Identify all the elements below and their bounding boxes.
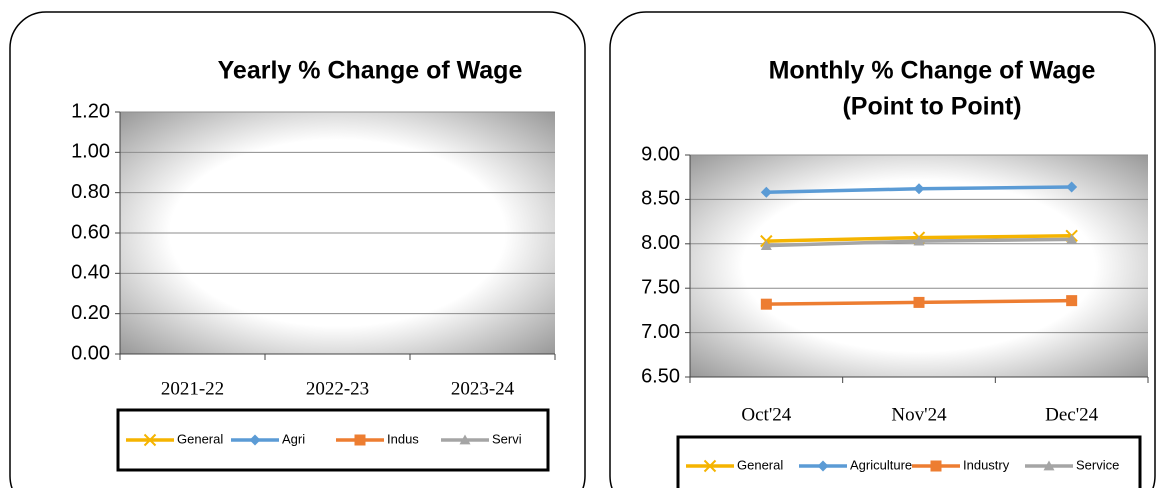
marker	[354, 434, 366, 446]
x-tick-label: Dec'24	[1045, 404, 1099, 425]
legend-label: Indus	[387, 431, 419, 446]
legend-label: Agriculture	[850, 457, 912, 472]
panel	[609, 11, 1156, 488]
marker	[913, 235, 925, 246]
x-tick-label: Nov'24	[891, 404, 947, 425]
marker	[1066, 233, 1078, 244]
legend-label: Agri	[282, 431, 305, 446]
marker	[760, 298, 772, 310]
y-tick-label: 0.80	[71, 181, 110, 203]
marker	[459, 434, 471, 445]
legend-label: Service	[1076, 457, 1119, 472]
marker	[760, 240, 772, 250]
legend-box	[676, 435, 1142, 488]
x-tick-label: 2022-23	[306, 378, 369, 399]
y-tick-label: 0.00	[71, 342, 110, 364]
marker	[703, 459, 717, 473]
y-tick-label: 7.50	[641, 276, 680, 298]
marker	[1043, 460, 1055, 471]
y-tick-label: 0.20	[71, 302, 110, 324]
y-tick-label: 9.00	[641, 143, 680, 165]
marker	[913, 296, 925, 308]
legend-label: Servi	[492, 431, 522, 446]
marker	[1066, 181, 1078, 193]
legend-label: General	[737, 457, 783, 472]
chart-title: Yearly % Change of Wage	[218, 57, 523, 85]
y-tick-label: 8.00	[641, 232, 680, 254]
x-tick-label: 2021-22	[161, 378, 224, 399]
marker	[913, 183, 925, 195]
y-tick-label: 0.40	[71, 262, 110, 284]
marker	[760, 186, 772, 198]
marker	[143, 433, 157, 447]
y-tick-label: 8.50	[641, 188, 680, 210]
chart-title: Monthly % Change of Wage	[769, 57, 1096, 85]
y-tick-label: 7.00	[641, 321, 680, 343]
y-tick-label: 1.20	[71, 100, 110, 122]
y-tick-label: 1.00	[71, 141, 110, 163]
x-tick-label: 2023-24	[451, 378, 515, 399]
marker	[249, 434, 261, 446]
chart-title: (Point to Point)	[842, 93, 1021, 121]
x-tick-label: Oct'24	[741, 404, 791, 425]
panel	[9, 11, 586, 488]
legend-label: General	[177, 431, 223, 446]
y-tick-label: 0.60	[71, 221, 110, 243]
legend-label: Industry	[963, 457, 1010, 472]
marker	[817, 460, 829, 472]
marker	[930, 460, 942, 472]
y-tick-label: 6.50	[641, 365, 680, 387]
marker	[1066, 295, 1078, 307]
